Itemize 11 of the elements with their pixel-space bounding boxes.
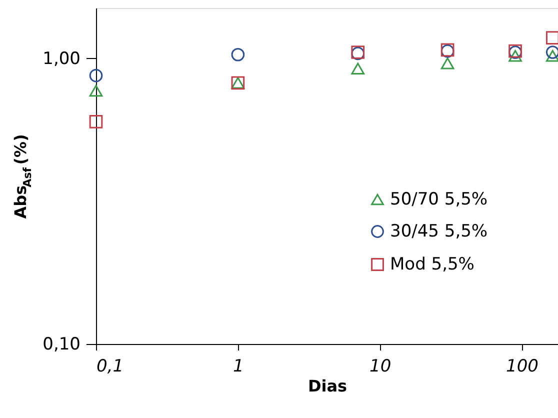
legend-label: 50/70 5,5%	[390, 190, 488, 210]
y-tick-label: 1,00	[42, 48, 80, 69]
x-tick-label: 100	[506, 356, 538, 376]
legend-label: Mod 5,5%	[390, 254, 474, 274]
x-axis-title: Dias	[308, 376, 348, 396]
x-tick-label: 1	[233, 356, 244, 376]
x-tick-label: 10	[370, 356, 392, 376]
y-tick-label: 0,10	[42, 334, 80, 354]
legend-label: 30/45 5,5%	[390, 222, 488, 242]
y-axis-title: AbsAsf(%)	[11, 134, 34, 219]
x-tick-label: 0,1	[96, 356, 124, 376]
